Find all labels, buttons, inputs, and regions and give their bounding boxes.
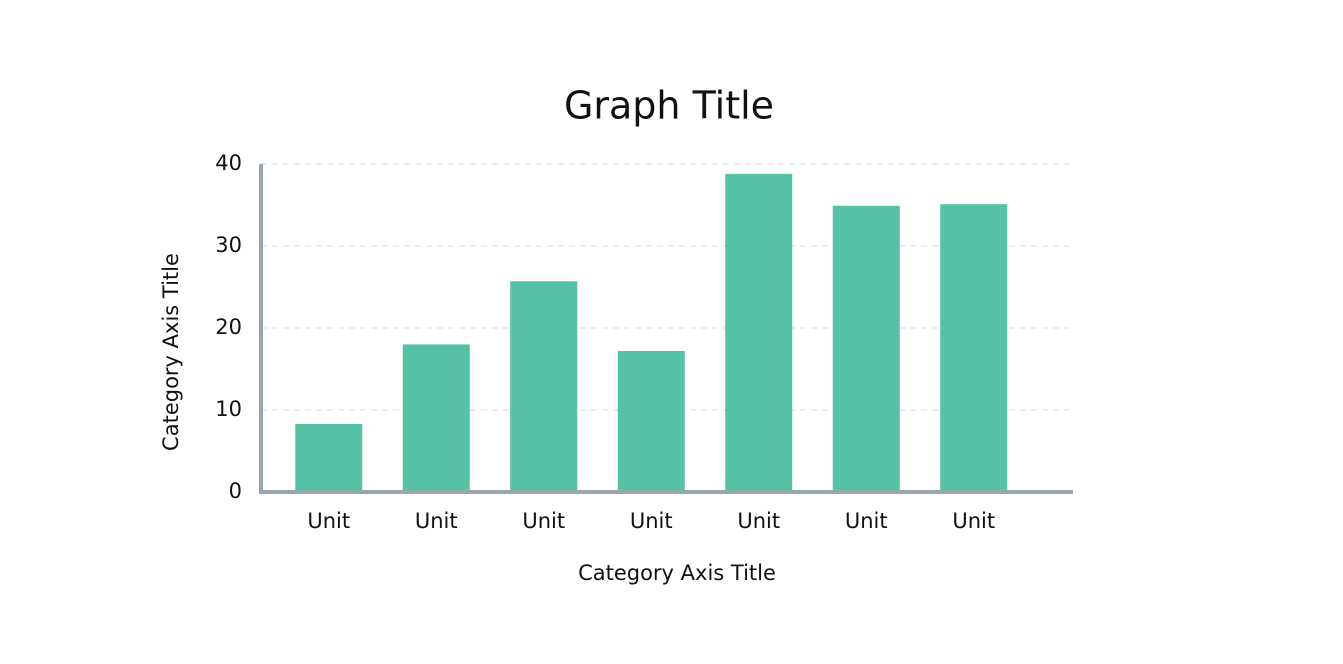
bar bbox=[832, 205, 900, 492]
y-tick-label: 40 bbox=[215, 151, 242, 175]
chart-title: Graph Title bbox=[564, 84, 774, 128]
bar bbox=[725, 173, 793, 492]
x-axis-title: Category Axis Title bbox=[578, 561, 776, 585]
bar bbox=[617, 350, 685, 492]
y-axis-title: Category Axis Title bbox=[159, 253, 183, 451]
x-tick-label: Unit bbox=[737, 509, 780, 533]
bar bbox=[295, 423, 363, 492]
x-tick-label: Unit bbox=[630, 509, 673, 533]
y-tick-label: 20 bbox=[215, 315, 242, 339]
x-tick-label: Unit bbox=[415, 509, 458, 533]
x-tick-label: Unit bbox=[307, 509, 350, 533]
x-tick-label: Unit bbox=[952, 509, 995, 533]
y-tick-label: 30 bbox=[215, 233, 242, 257]
y-tick-label: 10 bbox=[215, 397, 242, 421]
x-tick-label: Unit bbox=[845, 509, 888, 533]
bar bbox=[940, 204, 1008, 492]
bar bbox=[402, 344, 470, 492]
x-tick-label: Unit bbox=[522, 509, 565, 533]
y-tick-label: 0 bbox=[229, 479, 242, 503]
bar bbox=[510, 281, 578, 492]
